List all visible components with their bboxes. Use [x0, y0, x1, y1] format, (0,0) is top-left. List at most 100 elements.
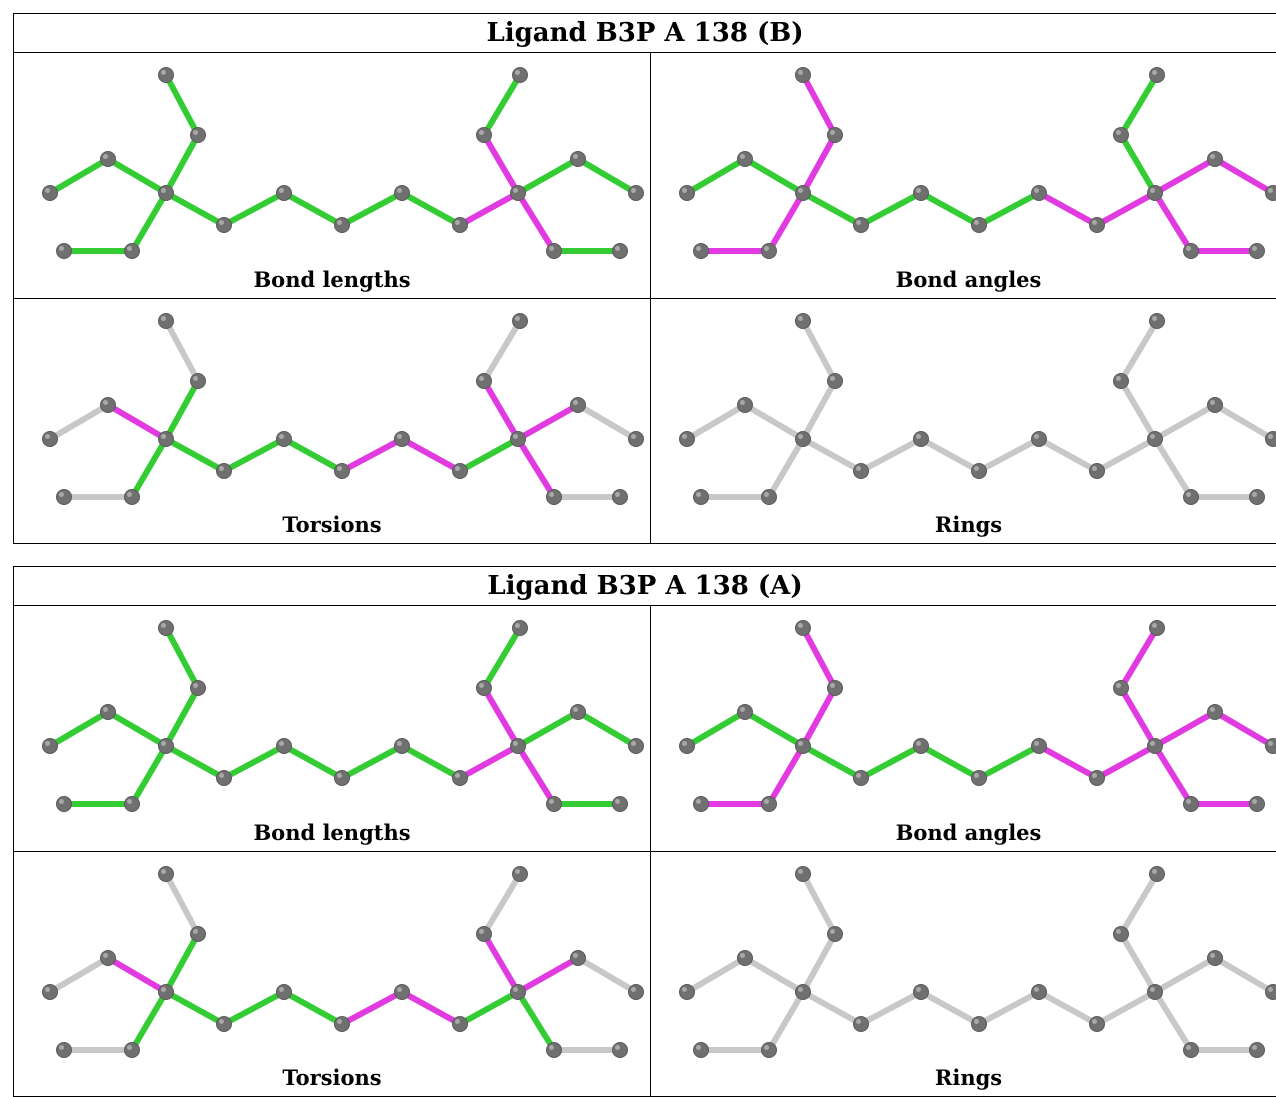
atom-highlight [1186, 492, 1191, 497]
bond [132, 193, 166, 251]
bond [224, 992, 284, 1024]
atom [796, 186, 811, 201]
bond [342, 193, 402, 225]
bond [921, 439, 979, 471]
bond [1155, 439, 1191, 497]
atom-highlight [615, 246, 620, 251]
bond [50, 958, 108, 992]
atom [57, 797, 72, 812]
atom [1184, 244, 1199, 259]
atom [571, 152, 586, 167]
bond [132, 746, 166, 804]
bond [1155, 193, 1191, 251]
panel-caption: Bond angles [651, 821, 1276, 845]
atom-highlight [1150, 434, 1155, 439]
atom [277, 985, 292, 1000]
atom-highlight [1152, 869, 1157, 874]
bond [166, 992, 224, 1024]
bond [108, 958, 166, 992]
atom [277, 432, 292, 447]
atom [694, 797, 709, 812]
atom-highlight [127, 492, 132, 497]
atom-highlight [798, 987, 803, 992]
atom-highlight [59, 492, 64, 497]
atom [1208, 951, 1223, 966]
atom [738, 951, 753, 966]
bond [402, 746, 460, 778]
block-title: Ligand B3P A 138 (B) [14, 14, 1276, 53]
atom [511, 186, 526, 201]
atom-highlight [916, 434, 921, 439]
atom-highlight [1092, 466, 1097, 471]
bond [518, 405, 578, 439]
atom-highlight [830, 130, 835, 135]
atom [1114, 374, 1129, 389]
atom-highlight [455, 466, 460, 471]
atom [1148, 186, 1163, 201]
atom [57, 490, 72, 505]
atom [914, 739, 929, 754]
atom-highlight [397, 741, 402, 746]
atom [613, 1043, 628, 1058]
atom-highlight [798, 188, 803, 193]
bond [50, 405, 108, 439]
bond [1121, 874, 1157, 934]
atom-highlight [337, 220, 342, 225]
atom [694, 490, 709, 505]
bond [1155, 712, 1215, 746]
atom [547, 244, 562, 259]
bond [803, 934, 835, 992]
atom [854, 218, 869, 233]
bond [979, 193, 1039, 225]
atom [1150, 314, 1165, 329]
bond [1121, 934, 1155, 992]
atom-highlight [1252, 492, 1257, 497]
atom-highlight [161, 987, 166, 992]
atom [613, 490, 628, 505]
atom [629, 186, 644, 201]
atom [1250, 490, 1265, 505]
atom-highlight [479, 683, 484, 688]
bond [1215, 958, 1273, 992]
atom-highlight [1210, 400, 1215, 405]
atom [738, 705, 753, 720]
atom-highlight [798, 316, 803, 321]
bond [484, 321, 520, 381]
atom [629, 739, 644, 754]
atom [547, 1043, 562, 1058]
atom [191, 374, 206, 389]
atom-highlight [1150, 188, 1155, 193]
atom-highlight [45, 434, 50, 439]
molecule-diagram [651, 606, 1276, 816]
atom-highlight [1252, 799, 1257, 804]
bond [1155, 746, 1191, 804]
bond [578, 712, 636, 746]
bond [166, 75, 198, 135]
bond [1097, 746, 1155, 778]
atom [125, 1043, 140, 1058]
atom [477, 681, 492, 696]
bond [803, 439, 861, 471]
bond [402, 439, 460, 471]
atom-highlight [764, 492, 769, 497]
atom-highlight [397, 434, 402, 439]
atom [1184, 1043, 1199, 1058]
atom-highlight [455, 1019, 460, 1024]
atom [1032, 432, 1047, 447]
atom-highlight [916, 987, 921, 992]
atom [972, 771, 987, 786]
bond [224, 746, 284, 778]
atom [1114, 681, 1129, 696]
atom-highlight [916, 188, 921, 193]
atom-highlight [193, 130, 198, 135]
atom-highlight [515, 869, 520, 874]
atom [854, 1017, 869, 1032]
atom-highlight [161, 741, 166, 746]
atom-highlight [219, 773, 224, 778]
atom-highlight [279, 188, 284, 193]
atom-highlight [974, 1019, 979, 1024]
bond [803, 992, 861, 1024]
molecule-diagram [651, 852, 1276, 1062]
atom-highlight [45, 741, 50, 746]
atom-highlight [1034, 741, 1039, 746]
